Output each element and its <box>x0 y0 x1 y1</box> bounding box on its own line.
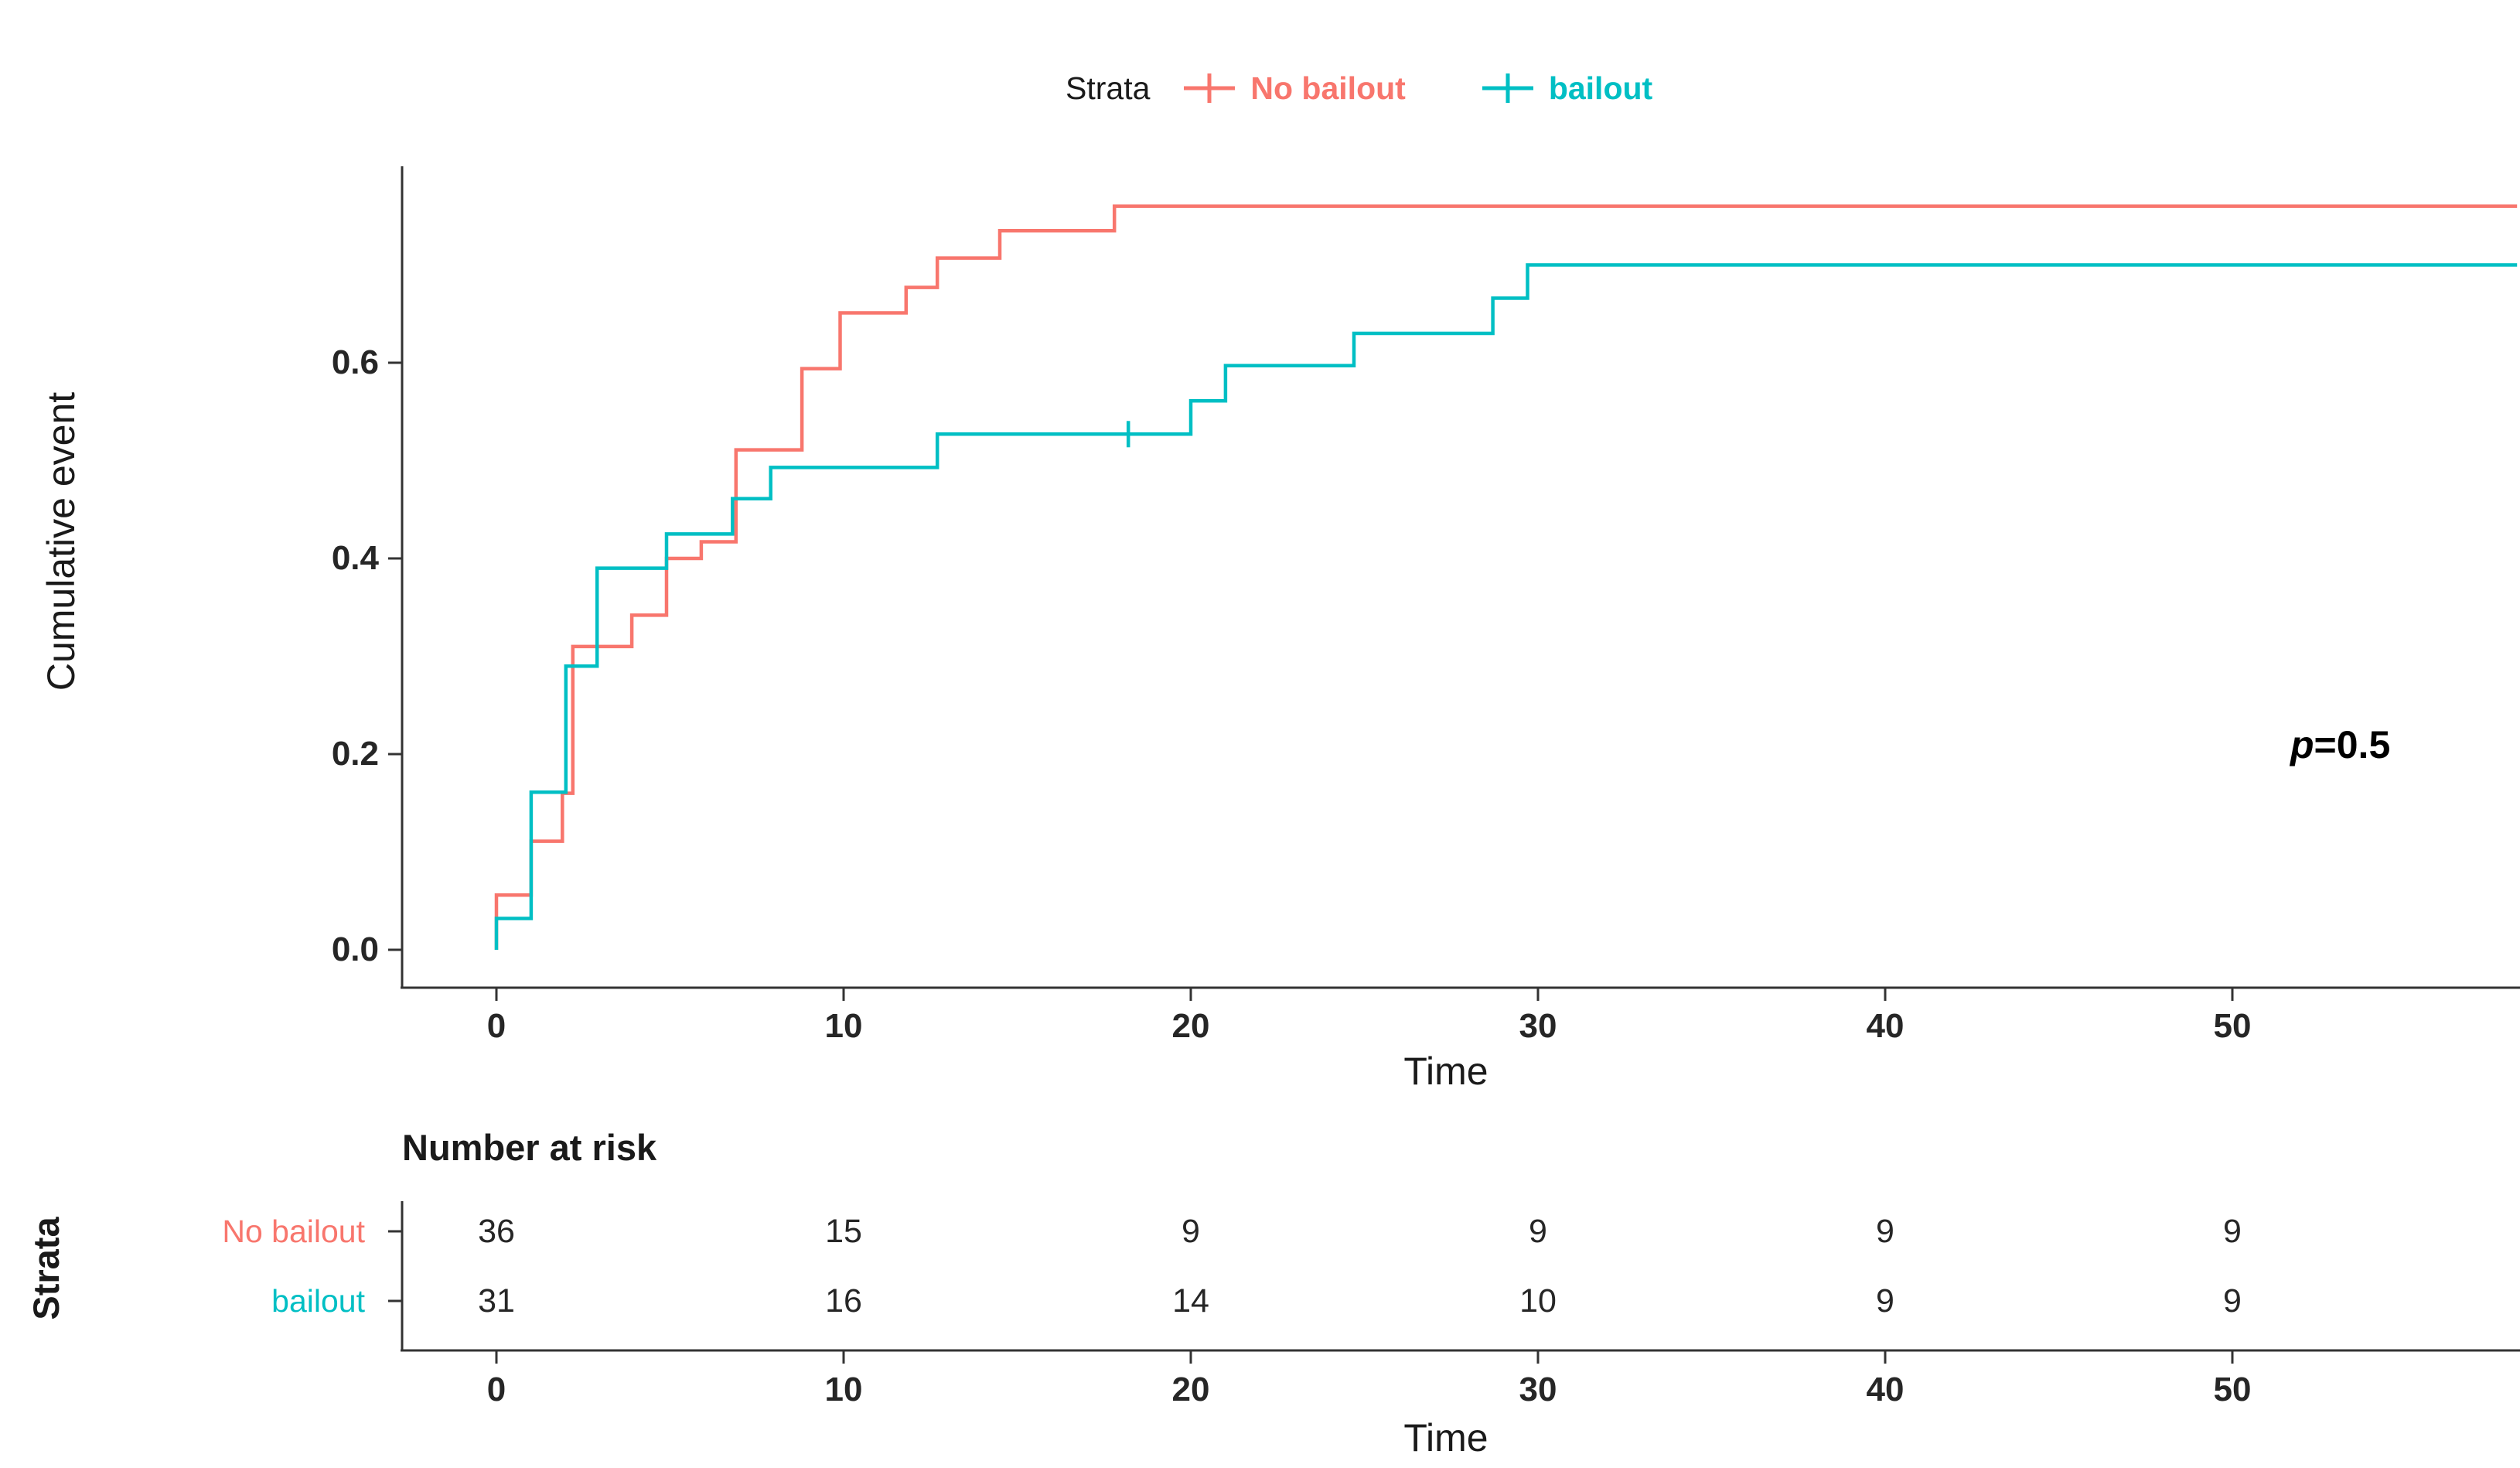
risk-table-title: Number at risk <box>402 1127 657 1168</box>
step-curve-bailout <box>494 263 2518 950</box>
legend-item-no-bailout: No bailout <box>1182 70 1406 107</box>
risk-count: 31 <box>478 1282 515 1319</box>
risk-count: 36 <box>478 1213 515 1250</box>
y-tick-label: 0.4 <box>331 539 379 577</box>
x-tick-label: 30 <box>1519 1007 1557 1045</box>
risk-x-tick-label: 40 <box>1866 1371 1904 1408</box>
risk-count: 9 <box>1182 1213 1200 1250</box>
x-tick-label: 10 <box>824 1007 863 1045</box>
y-tick-label: 0.2 <box>331 735 379 773</box>
x-tick-label: 20 <box>1171 1007 1210 1045</box>
x-tick-label: 50 <box>2213 1007 2252 1045</box>
risk-count: 16 <box>825 1282 862 1319</box>
risk-x-tick-label: 30 <box>1519 1371 1557 1408</box>
risk-x-tick-label: 0 <box>486 1371 506 1408</box>
p-value: =0.5 <box>2314 723 2391 766</box>
x-tick-label: 40 <box>1866 1007 1904 1045</box>
risk-count: 15 <box>825 1213 862 1250</box>
risk-count: 9 <box>2223 1282 2242 1319</box>
y-tick-label: 0.0 <box>331 930 379 968</box>
x-axis-label: Time <box>1403 1050 1488 1093</box>
axis-lines <box>388 166 2520 1352</box>
risk-x-tick-label: 50 <box>2213 1371 2252 1408</box>
risk-count: 9 <box>2223 1213 2242 1250</box>
p-symbol: p <box>2290 723 2314 766</box>
risk-count: 10 <box>1519 1282 1557 1319</box>
legend-title: Strata <box>1066 70 1151 106</box>
risk-x-tick-label: 10 <box>824 1371 863 1408</box>
risk-count: 14 <box>1172 1282 1209 1319</box>
x-tick-label: 0 <box>486 1007 506 1045</box>
plus-line-marker-icon <box>1482 73 1533 103</box>
risk-count: 9 <box>1529 1213 1547 1250</box>
y-axis-label: Cumulative event <box>39 391 83 691</box>
risk-count: 9 <box>1876 1213 1894 1250</box>
legend: Strata No bailout bailout <box>1066 67 1652 110</box>
risk-x-tick-label: 20 <box>1171 1371 1210 1408</box>
legend-label-bailout: bailout <box>1548 70 1653 106</box>
risk-x-axis-label: Time <box>1403 1416 1488 1459</box>
risk-row-label-no-bailout: No bailout <box>222 1214 365 1249</box>
risk-row-label-bailout: bailout <box>271 1283 365 1319</box>
risk-count: 9 <box>1876 1282 1894 1319</box>
p-value-annotation: p=0.5 <box>2290 722 2390 767</box>
risk-table-strata-label: Strata <box>26 1217 66 1320</box>
legend-item-bailout: bailout <box>1481 70 1652 107</box>
y-tick-label: 0.6 <box>331 343 379 381</box>
plus-line-marker-icon <box>1184 73 1236 103</box>
step-curve-no-bailout <box>494 204 2518 950</box>
legend-label-no-bailout: No bailout <box>1250 70 1406 106</box>
